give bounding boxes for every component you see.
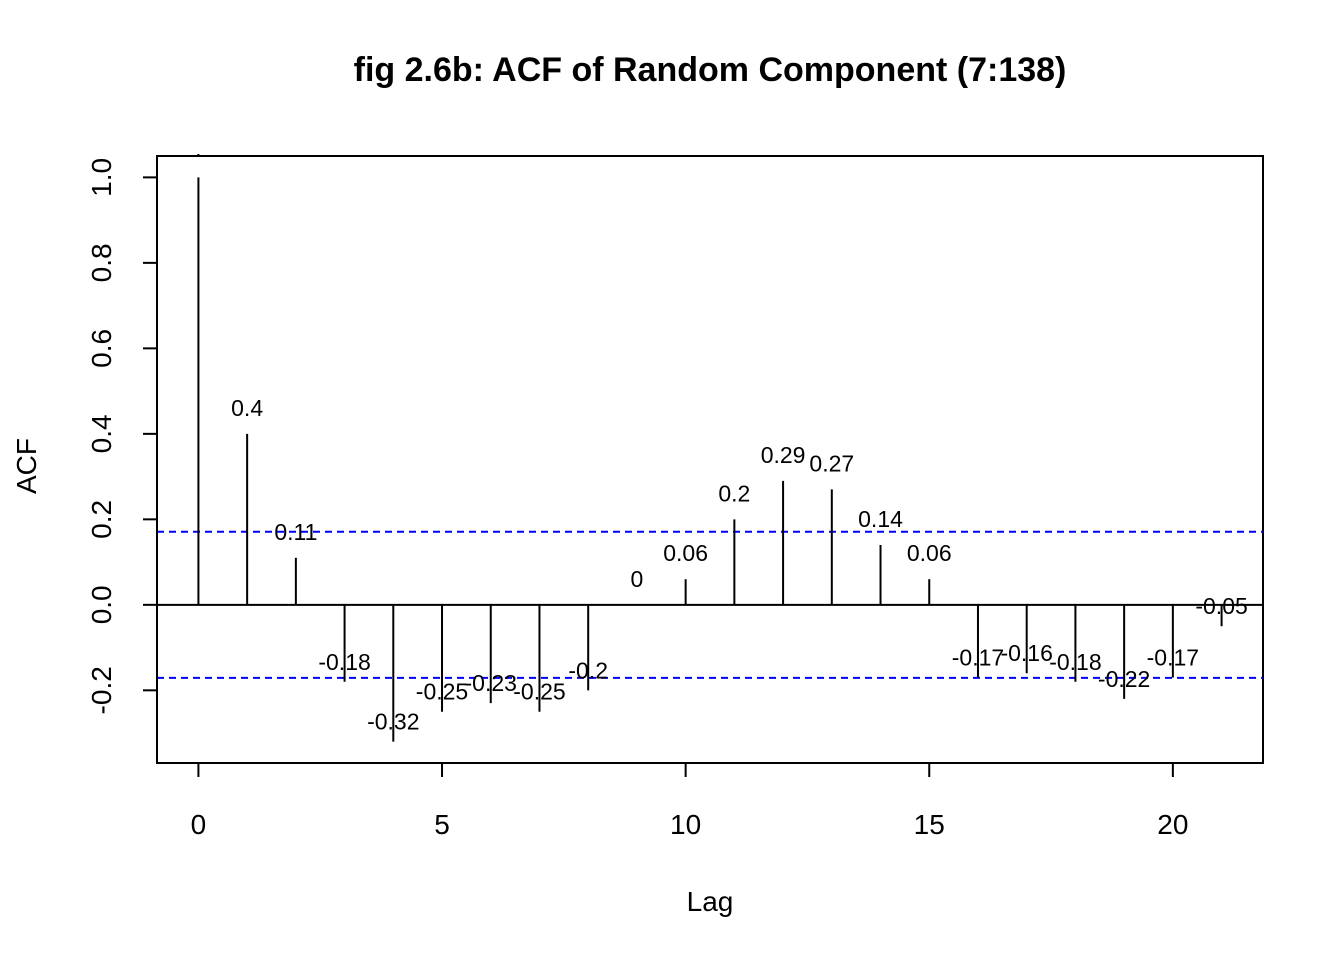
y-tick-label-1: 0.0 [86,585,117,624]
x-tick-label-0: 0 [191,809,207,840]
acf-label-lag-9: 0 [631,566,644,592]
x-tick-label-10: 10 [670,809,701,840]
acf-label-lag-8: -0.2 [568,657,608,683]
acf-label-lag-13: 0.27 [809,450,854,476]
acf-label-lag-11: 0.2 [718,480,750,506]
acf-label-lag-6: -0.23 [465,670,517,696]
acf-label-lag-15: 0.06 [907,540,952,566]
acf-label-lag-4: -0.32 [367,709,419,735]
y-tick-label-4: 0.6 [86,329,117,368]
chart-title: fig 2.6b: ACF of Random Component (7:138… [354,51,1067,89]
y-tick-label-3: 0.4 [86,414,117,453]
acf-label-lag-20: -0.17 [1147,645,1199,671]
acf-label-lag-2: 0.11 [274,519,317,545]
acf-label-lag-3: -0.18 [318,649,370,675]
y-axis-label: ACF [11,438,42,494]
y-tick-label-5: 0.8 [86,243,117,282]
acf-label-lag-17: -0.16 [1000,640,1052,666]
confidence-lines [157,530,1263,679]
x-axis: 0 5 10 15 20 [191,762,1188,840]
y-tick-label-6: 1.0 [86,158,117,197]
x-axis-label: Lag [687,886,734,917]
acf-label-lag-21: -0.05 [1195,593,1247,619]
y-axis: -0.2 0.0 0.2 0.4 0.6 0.8 1.0 [86,158,158,714]
x-tick-label-5: 5 [434,809,450,840]
acf-label-lag-10: 0.06 [663,540,708,566]
acf-bars [197,177,1223,742]
acf-value-labels: 0.40.11-0.18-0.32-0.25-0.23-0.25-0.200.0… [197,154,1248,735]
acf-label-lag-7: -0.25 [513,679,565,705]
acf-label-lag-12: 0.29 [761,442,806,468]
x-tick-label-15: 15 [914,809,945,840]
acf-label-lag-19: -0.22 [1098,666,1150,692]
y-tick-label-0: -0.2 [86,666,117,714]
x-tick-label-20: 20 [1157,809,1188,840]
acf-label-lag-5: -0.25 [416,679,468,705]
acf-label-lag-1: 0.4 [231,395,263,421]
acf-label-lag-14: 0.14 [858,506,903,532]
y-tick-label-2: 0.2 [86,500,117,539]
acf-label-lag-18: -0.18 [1049,649,1101,675]
acf-label-lag-16: -0.17 [952,645,1004,671]
